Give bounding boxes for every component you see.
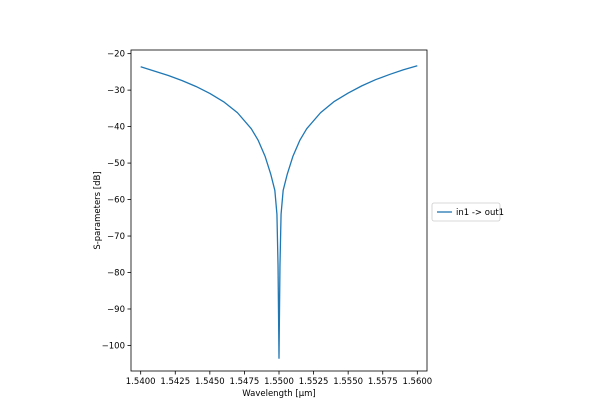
legend-label: in1 -> out1 (456, 208, 504, 218)
x-tick-label: 1.5600 (402, 377, 432, 387)
x-axis-ticks: 1.5400 1.5425 1.5450 1.5475 1.5500 1.5525 1.55… (126, 371, 432, 387)
y-tick-label: −60 (107, 196, 125, 206)
x-tick-label: 1.5500 (264, 377, 294, 387)
y-tick-label: −20 (107, 50, 125, 60)
y-tick-label: −90 (107, 305, 125, 315)
y-tick-label: −80 (107, 269, 125, 279)
y-tick-label: −70 (107, 232, 125, 242)
x-tick-label: 1.5525 (299, 377, 329, 387)
series-line-0 (140, 65, 418, 359)
y-tick-label: −100 (102, 341, 125, 351)
x-tick-label: 1.5550 (333, 377, 363, 387)
legend-box (431, 202, 501, 222)
y-tick-label: −50 (107, 159, 125, 169)
x-tick-label: 1.5450 (195, 377, 225, 387)
y-axis-ticks: −20 −30 −40 −50 −60 −70 −80 −90 −100 (102, 50, 131, 351)
y-tick-label: −40 (107, 123, 125, 133)
x-tick-label: 1.5400 (126, 377, 156, 387)
plot-area (130, 49, 428, 372)
x-axis-label: Wavelength [μm] (242, 389, 315, 399)
y-axis-label: S-parameters [dB] (93, 171, 103, 249)
x-tick-label: 1.5575 (368, 377, 398, 387)
x-tick-label: 1.5425 (160, 377, 190, 387)
x-tick-label: 1.5475 (230, 377, 260, 387)
y-tick-label: −30 (107, 86, 125, 96)
legend: in1 -> out1 (431, 202, 504, 222)
